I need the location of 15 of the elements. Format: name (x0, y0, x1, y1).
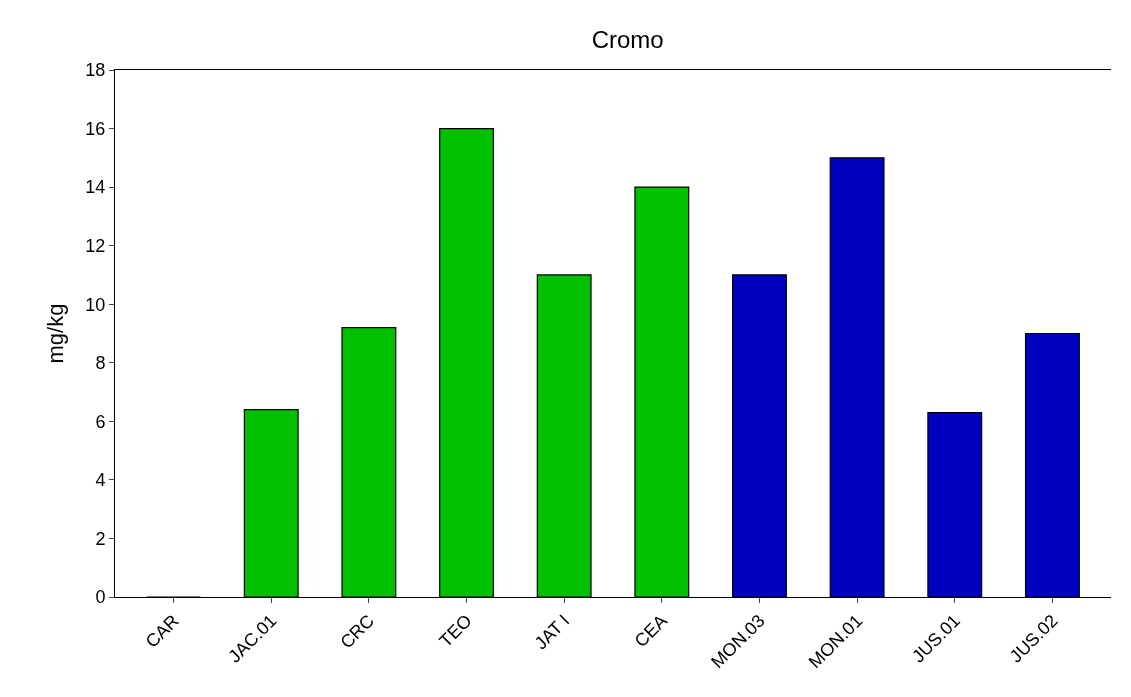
y-tick-label: 4 (95, 470, 106, 491)
y-tick-label: 14 (85, 177, 106, 198)
y-tick-label: 16 (85, 118, 106, 139)
y-tick-label: 6 (95, 411, 106, 432)
y-tick-label: 10 (85, 294, 106, 315)
x-tick-label: TEO (435, 610, 476, 651)
y-tick-label: 8 (95, 353, 106, 374)
chart-title: Cromo (591, 26, 664, 54)
x-tick-label: CEA (630, 610, 672, 651)
y-tick-label: 18 (85, 60, 106, 81)
y-tick-label: 0 (95, 587, 106, 608)
y-tick-label: 12 (85, 235, 106, 256)
y-tick-label: 2 (95, 528, 106, 549)
x-tick-label: JAT I (530, 610, 574, 654)
y-axis-title: mg/kg (43, 303, 69, 364)
